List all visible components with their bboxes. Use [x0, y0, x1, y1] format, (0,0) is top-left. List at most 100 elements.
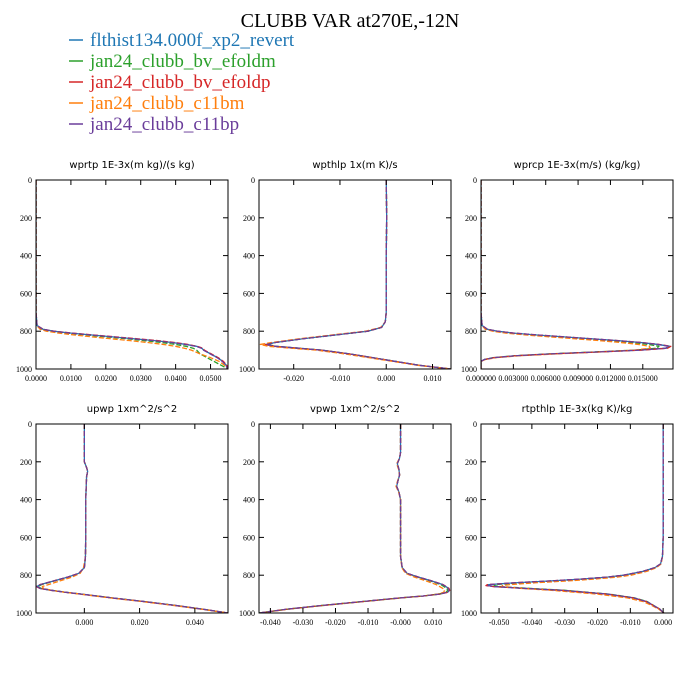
y-tick-label: 0: [251, 420, 255, 429]
x-tick-label: 0.000: [75, 618, 93, 627]
legend-label: jan24_clubb_c11bm: [89, 93, 245, 114]
series-line: [265, 180, 451, 369]
panel-title: wprcp 1E-3x(m/s) (kg/kg): [514, 160, 641, 171]
legend-entry: jan24_clubb_c11bp: [69, 114, 239, 135]
y-tick-label: 800: [243, 327, 255, 336]
x-tick-label: 0.012000: [595, 374, 625, 383]
plot-frame: [480, 179, 674, 370]
y-tick-label: 1000: [239, 609, 255, 618]
series-line: [37, 424, 228, 613]
series-line: [501, 424, 665, 613]
x-tick-label: -0.000: [390, 618, 411, 627]
plot-frame: [35, 423, 229, 614]
panel: wprtp 1E-3x(m kg)/(s kg) 0.0000 0.0100 0.02…: [16, 160, 229, 383]
series-line: [259, 424, 449, 613]
x-tick-label: -0.020: [325, 618, 346, 627]
x-tick-label: -0.040: [260, 618, 281, 627]
panel: upwp 1xm^2/s^2 0.000 0.020 0.040 0 200 400 600 8…: [16, 404, 229, 627]
series-line: [259, 424, 451, 613]
panel-title: vpwp 1xm^2/s^2: [310, 404, 400, 415]
y-tick-label: 1000: [16, 365, 32, 374]
series-line: [259, 424, 451, 613]
y-tick-label: 200: [465, 214, 477, 223]
legend-label: jan24_clubb_c11bp: [89, 114, 239, 135]
y-tick-label: 600: [243, 289, 255, 298]
x-tick-label: 0.0300: [130, 374, 152, 383]
legend-label: jan24_clubb_bv_efoldp: [89, 72, 270, 93]
series-line: [481, 180, 670, 369]
x-tick-label: 0.010: [424, 618, 442, 627]
x-tick-label: 0.003000: [498, 374, 528, 383]
panel: rtpthlp 1E-3x(kg K)/kg -0.050 -0.040 -0.030…: [461, 404, 674, 627]
x-tick-label: -0.010: [620, 618, 641, 627]
series-group: [485, 424, 665, 613]
panel-title: wprtp 1E-3x(m kg)/(s kg): [69, 160, 194, 171]
x-tick-label: -0.010: [330, 374, 351, 383]
legend-entry: jan24_clubb_bv_efoldm: [69, 51, 276, 72]
y-tick-label: 0: [251, 176, 255, 185]
y-tick-label: 600: [465, 533, 477, 542]
x-tick-label: 0.006000: [531, 374, 561, 383]
series-line: [259, 424, 450, 613]
series-line: [36, 180, 228, 369]
x-tick-label: -0.030: [293, 618, 314, 627]
x-tick-label: 0.0400: [165, 374, 187, 383]
panel: vpwp 1xm^2/s^2 -0.040 -0.030 -0.020 -0.010 -0…: [239, 404, 452, 627]
x-tick-label: 0.0200: [95, 374, 117, 383]
series-line: [36, 424, 228, 613]
y-tick-label: 800: [465, 327, 477, 336]
panel-title: wpthlp 1x(m K)/s: [312, 160, 397, 171]
plot-frame: [35, 179, 229, 370]
y-tick-label: 0: [473, 420, 477, 429]
x-tick-label: 0.000: [654, 618, 672, 627]
x-tick-label: 0.000: [377, 374, 395, 383]
y-tick-label: 0: [28, 420, 32, 429]
series-line: [36, 180, 228, 369]
y-tick-label: 200: [465, 458, 477, 467]
x-tick-label: 0.000000: [466, 374, 496, 383]
x-tick-label: 0.009000: [563, 374, 593, 383]
x-tick-label: -0.020: [587, 618, 608, 627]
y-tick-label: 400: [20, 496, 32, 505]
y-tick-label: 200: [243, 458, 255, 467]
x-tick-label: -0.020: [283, 374, 304, 383]
plot-frame: [258, 423, 452, 614]
legend-entry: jan24_clubb_bv_efoldp: [69, 72, 270, 93]
series-line: [36, 180, 228, 369]
figure-title: CLUBB VAR at270E,-12N: [241, 10, 460, 32]
y-tick-label: 600: [20, 533, 32, 542]
x-tick-label: -0.040: [522, 618, 543, 627]
y-tick-label: 400: [20, 252, 32, 261]
panel: wprcp 1E-3x(m/s) (kg/kg) 0.000000 0.003000…: [461, 160, 674, 383]
y-tick-label: 400: [465, 496, 477, 505]
series-line: [41, 424, 228, 613]
series-line: [259, 424, 446, 613]
y-tick-label: 400: [243, 252, 255, 261]
y-tick-label: 1000: [239, 365, 255, 374]
series-line: [481, 180, 660, 369]
y-tick-label: 1000: [16, 609, 32, 618]
y-tick-label: 400: [465, 252, 477, 261]
y-tick-label: 600: [465, 289, 477, 298]
series-line: [266, 180, 451, 369]
y-tick-label: 400: [243, 496, 255, 505]
x-tick-label: 0.0500: [200, 374, 222, 383]
x-tick-label: 0.020: [131, 618, 149, 627]
x-tick-label: 0.015000: [628, 374, 658, 383]
panel-title: rtpthlp 1E-3x(kg K)/kg: [522, 404, 633, 415]
y-tick-label: 800: [20, 571, 32, 580]
panel-title: upwp 1xm^2/s^2: [87, 404, 177, 415]
plot-frame: [258, 179, 452, 370]
x-tick-label: -0.010: [358, 618, 379, 627]
series-group: [259, 424, 451, 613]
y-tick-label: 200: [20, 458, 32, 467]
series-line: [36, 180, 228, 369]
y-tick-label: 200: [243, 214, 255, 223]
panels: wprtp 1E-3x(m kg)/(s kg)0.0000 0.0100 0.02…: [16, 160, 674, 627]
series-group: [36, 180, 228, 369]
y-tick-label: 0: [473, 176, 477, 185]
x-tick-label: 0.0000: [25, 374, 47, 383]
y-tick-label: 200: [20, 214, 32, 223]
y-tick-label: 1000: [461, 365, 477, 374]
